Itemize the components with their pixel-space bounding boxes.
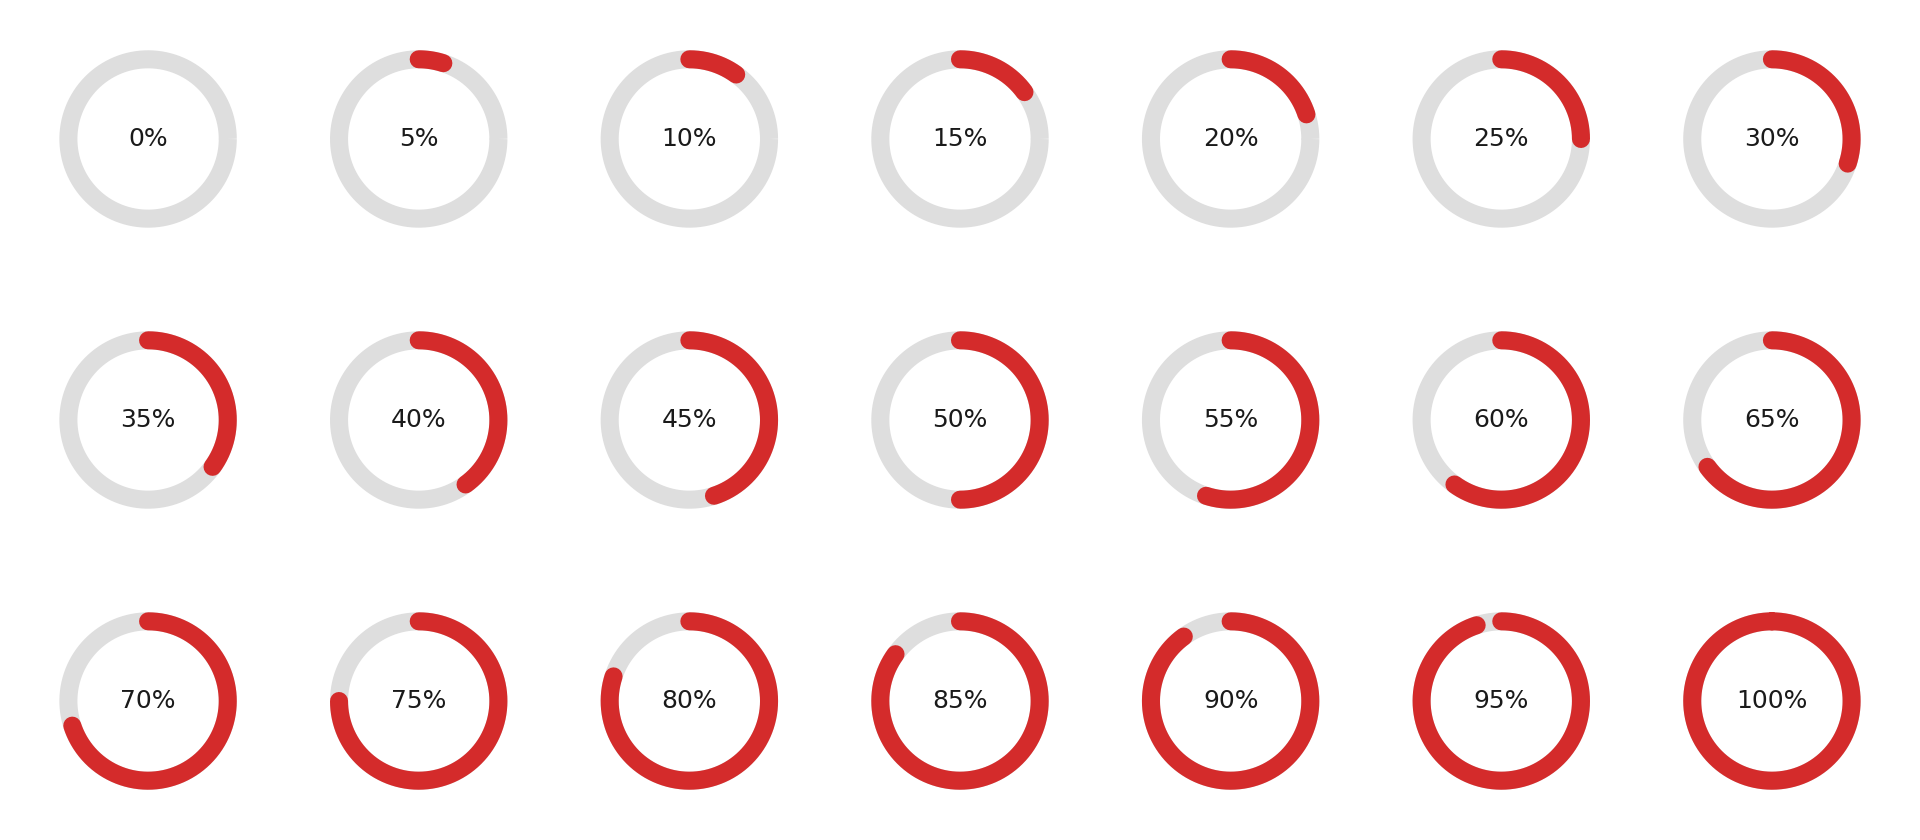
Text: 25%: 25%	[1473, 127, 1528, 151]
Text: 90%: 90%	[1204, 689, 1258, 713]
Text: 0%: 0%	[129, 127, 167, 151]
Text: 15%: 15%	[933, 127, 987, 151]
Text: 35%: 35%	[121, 408, 177, 432]
Text: 50%: 50%	[933, 408, 987, 432]
Text: 65%: 65%	[1743, 408, 1799, 432]
Text: 20%: 20%	[1202, 127, 1258, 151]
Text: 95%: 95%	[1473, 689, 1528, 713]
Text: 85%: 85%	[933, 689, 987, 713]
Text: 40%: 40%	[392, 408, 447, 432]
Text: 30%: 30%	[1743, 127, 1799, 151]
Text: 100%: 100%	[1736, 689, 1807, 713]
Text: 5%: 5%	[399, 127, 438, 151]
Text: 10%: 10%	[662, 127, 716, 151]
Text: 70%: 70%	[121, 689, 177, 713]
Text: 55%: 55%	[1204, 408, 1258, 432]
Text: 45%: 45%	[662, 408, 716, 432]
Text: 60%: 60%	[1473, 408, 1528, 432]
Text: 75%: 75%	[392, 689, 447, 713]
Text: 80%: 80%	[662, 689, 718, 713]
